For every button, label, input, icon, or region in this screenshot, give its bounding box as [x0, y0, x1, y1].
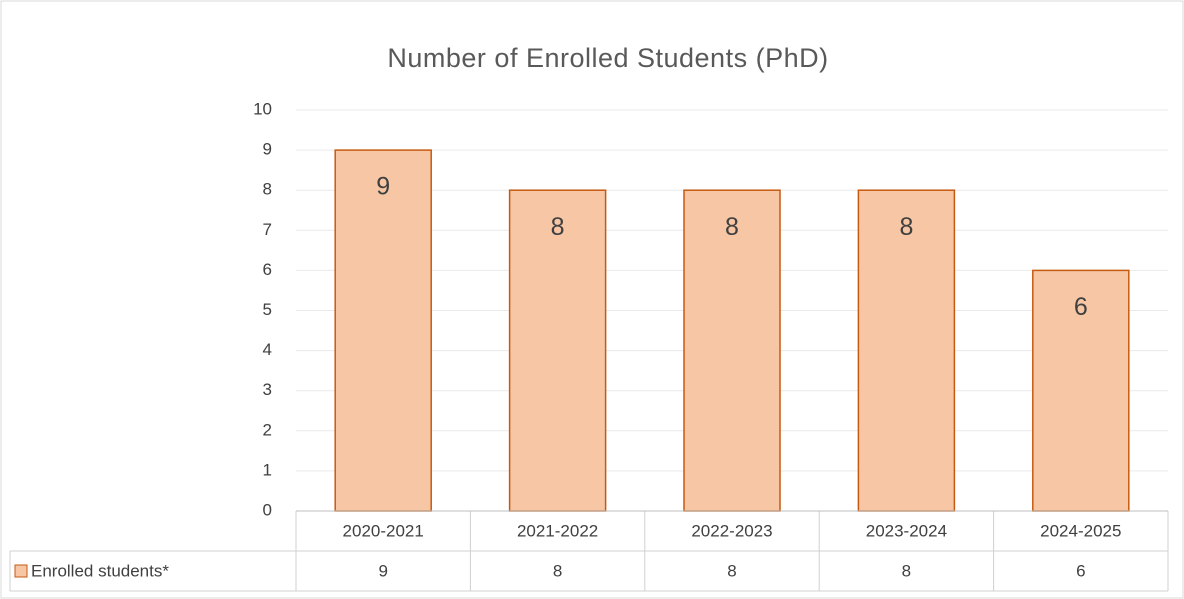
y-tick-label: 0 — [263, 500, 272, 519]
y-tick-label: 10 — [253, 99, 272, 118]
legend-label: Enrolled students* — [31, 561, 169, 580]
data-label: 8 — [551, 213, 565, 241]
table-category: 2024-2025 — [1040, 521, 1121, 540]
y-tick-label: 4 — [263, 340, 272, 359]
table-category: 2021-2022 — [517, 521, 598, 540]
table-value: 6 — [1076, 561, 1085, 580]
bar — [508, 189, 607, 512]
data-label: 8 — [725, 213, 739, 241]
data-label: 9 — [376, 173, 390, 201]
data-label: 8 — [899, 213, 913, 241]
table-category: 2020-2021 — [343, 521, 424, 540]
table-category: 2022-2023 — [691, 521, 772, 540]
table-value: 9 — [378, 561, 387, 580]
y-tick-label: 6 — [263, 260, 272, 279]
bar — [857, 189, 956, 512]
bar — [334, 149, 432, 512]
table-value: 8 — [902, 561, 911, 580]
y-tick-label: 3 — [263, 380, 272, 399]
bar — [683, 189, 781, 512]
table-value: 8 — [727, 561, 736, 580]
y-tick-label: 9 — [263, 140, 272, 159]
y-tick-label: 2 — [263, 420, 272, 439]
table-category: 2023-2024 — [866, 521, 947, 540]
data-label: 6 — [1074, 293, 1088, 321]
y-tick-label: 1 — [263, 460, 272, 479]
y-tick-label: 8 — [263, 180, 272, 199]
table-value: 8 — [553, 561, 562, 580]
bar — [1032, 269, 1130, 512]
y-tick-label: 5 — [263, 300, 272, 319]
legend-swatch — [14, 564, 28, 578]
y-tick-label: 7 — [263, 220, 272, 239]
chart-title: Number of Enrolled Students (PhD) — [387, 43, 828, 73]
